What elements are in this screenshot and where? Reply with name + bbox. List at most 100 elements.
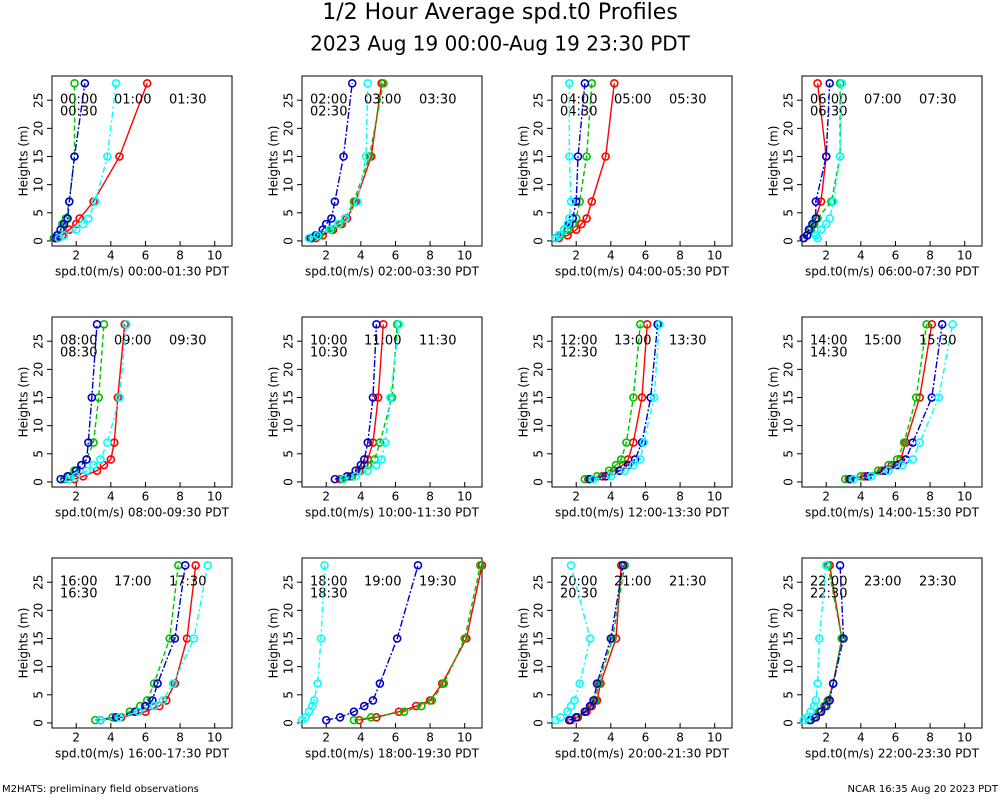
x-tick-label: 4 [107,249,115,263]
legend-label: 23:00 [864,575,901,590]
y-axis-label: Heights (m) [517,608,531,679]
data-point [565,152,574,161]
x-tick-label: 6 [892,249,900,263]
y-tick-label: 20 [782,362,796,377]
data-point [71,225,81,234]
legend-label: 08:00 [60,334,97,349]
data-point [353,197,362,206]
data-point [372,320,381,329]
data-point [813,79,822,88]
y-tick-label: 10 [532,659,546,674]
legend-label: 03:30 [419,93,456,108]
data-point [89,438,98,447]
data-point [111,79,121,88]
legend-label: 07:00 [864,93,901,108]
data-point [334,219,343,229]
x-tick-label: 4 [357,731,365,745]
x-tick-label: 2 [72,731,80,745]
y-tick-label: 20 [532,603,546,618]
y-tick-label: 10 [782,659,796,674]
data-point [399,707,409,716]
y-tick-label: 15 [32,390,46,405]
data-point [622,438,631,447]
data-point [629,460,638,470]
data-point [309,696,319,705]
data-point [570,696,579,705]
data-point [363,438,373,447]
legend-label: 08:30 [60,346,97,361]
data-point [368,393,378,402]
data-point [880,466,890,475]
x-axis-label: spd.t0(m/s) 00:00-01:30 PDT [55,265,230,279]
x-tick-label: 8 [426,249,434,263]
data-point [77,460,86,470]
x-tick-label: 4 [357,490,365,504]
data-point [815,634,824,643]
data-point [427,696,437,705]
x-tick-label: 10 [707,490,722,504]
y-tick-label: 10 [782,418,796,433]
data-point [908,438,918,447]
data-point [165,634,174,643]
data-point [460,634,469,643]
data-point [566,197,576,206]
data-point [620,466,629,475]
x-tick-label: 10 [207,249,222,263]
x-axis-label: spd.t0(m/s) 14:00-15:30 PDT [805,506,980,520]
y-tick-label: 10 [32,418,46,433]
data-point [825,214,834,223]
data-point [115,152,124,161]
x-tick-label: 2 [822,731,830,745]
y-tick-label: 5 [782,450,796,458]
y-tick-label: 0 [532,237,546,245]
y-tick-label: 5 [32,450,46,458]
x-tick-label: 4 [607,731,615,745]
y-axis-label: Heights (m) [17,126,31,197]
data-point [373,393,383,402]
data-point [84,438,93,447]
plot-frame [301,75,483,247]
legend-label: 13:00 [614,334,651,349]
data-point [379,79,388,88]
x-tick-label: 10 [207,731,222,745]
legend-label: 22:00 [810,575,847,590]
data-point [106,455,116,464]
y-tick-label: 5 [532,209,546,217]
x-tick-label: 10 [957,490,972,504]
y-tick-label: 5 [32,691,46,699]
data-point [565,715,574,725]
y-tick-label: 25 [282,575,296,590]
data-point [366,713,376,722]
data-point [835,152,845,161]
y-tick-label: 20 [532,362,546,377]
profile-line [853,324,954,480]
data-point [339,474,348,484]
profile-line [803,83,831,239]
profile-line [593,324,660,480]
data-point [601,152,610,161]
data-point [130,707,140,716]
x-tick-label: 6 [392,490,400,504]
y-tick-label: 0 [32,719,46,727]
x-tick-label: 4 [107,731,115,745]
x-tick-label: 2 [72,249,80,263]
data-point [339,152,348,161]
data-point [439,679,449,688]
data-point [839,634,848,643]
data-point [610,79,619,88]
data-point [92,320,102,329]
plot-frame [801,557,983,729]
y-tick-label: 25 [32,334,46,349]
data-point [368,696,378,705]
y-tick-label: 20 [32,603,46,618]
x-tick-label: 6 [142,731,150,745]
data-point [849,474,859,484]
legend-label: 13:30 [669,334,706,349]
y-tick-label: 0 [32,478,46,486]
data-point [103,438,112,447]
y-axis-label: Heights (m) [17,608,31,679]
data-point [828,679,838,688]
y-tick-label: 0 [782,237,796,245]
data-point [825,79,834,88]
legend-label: 20:00 [560,575,597,590]
